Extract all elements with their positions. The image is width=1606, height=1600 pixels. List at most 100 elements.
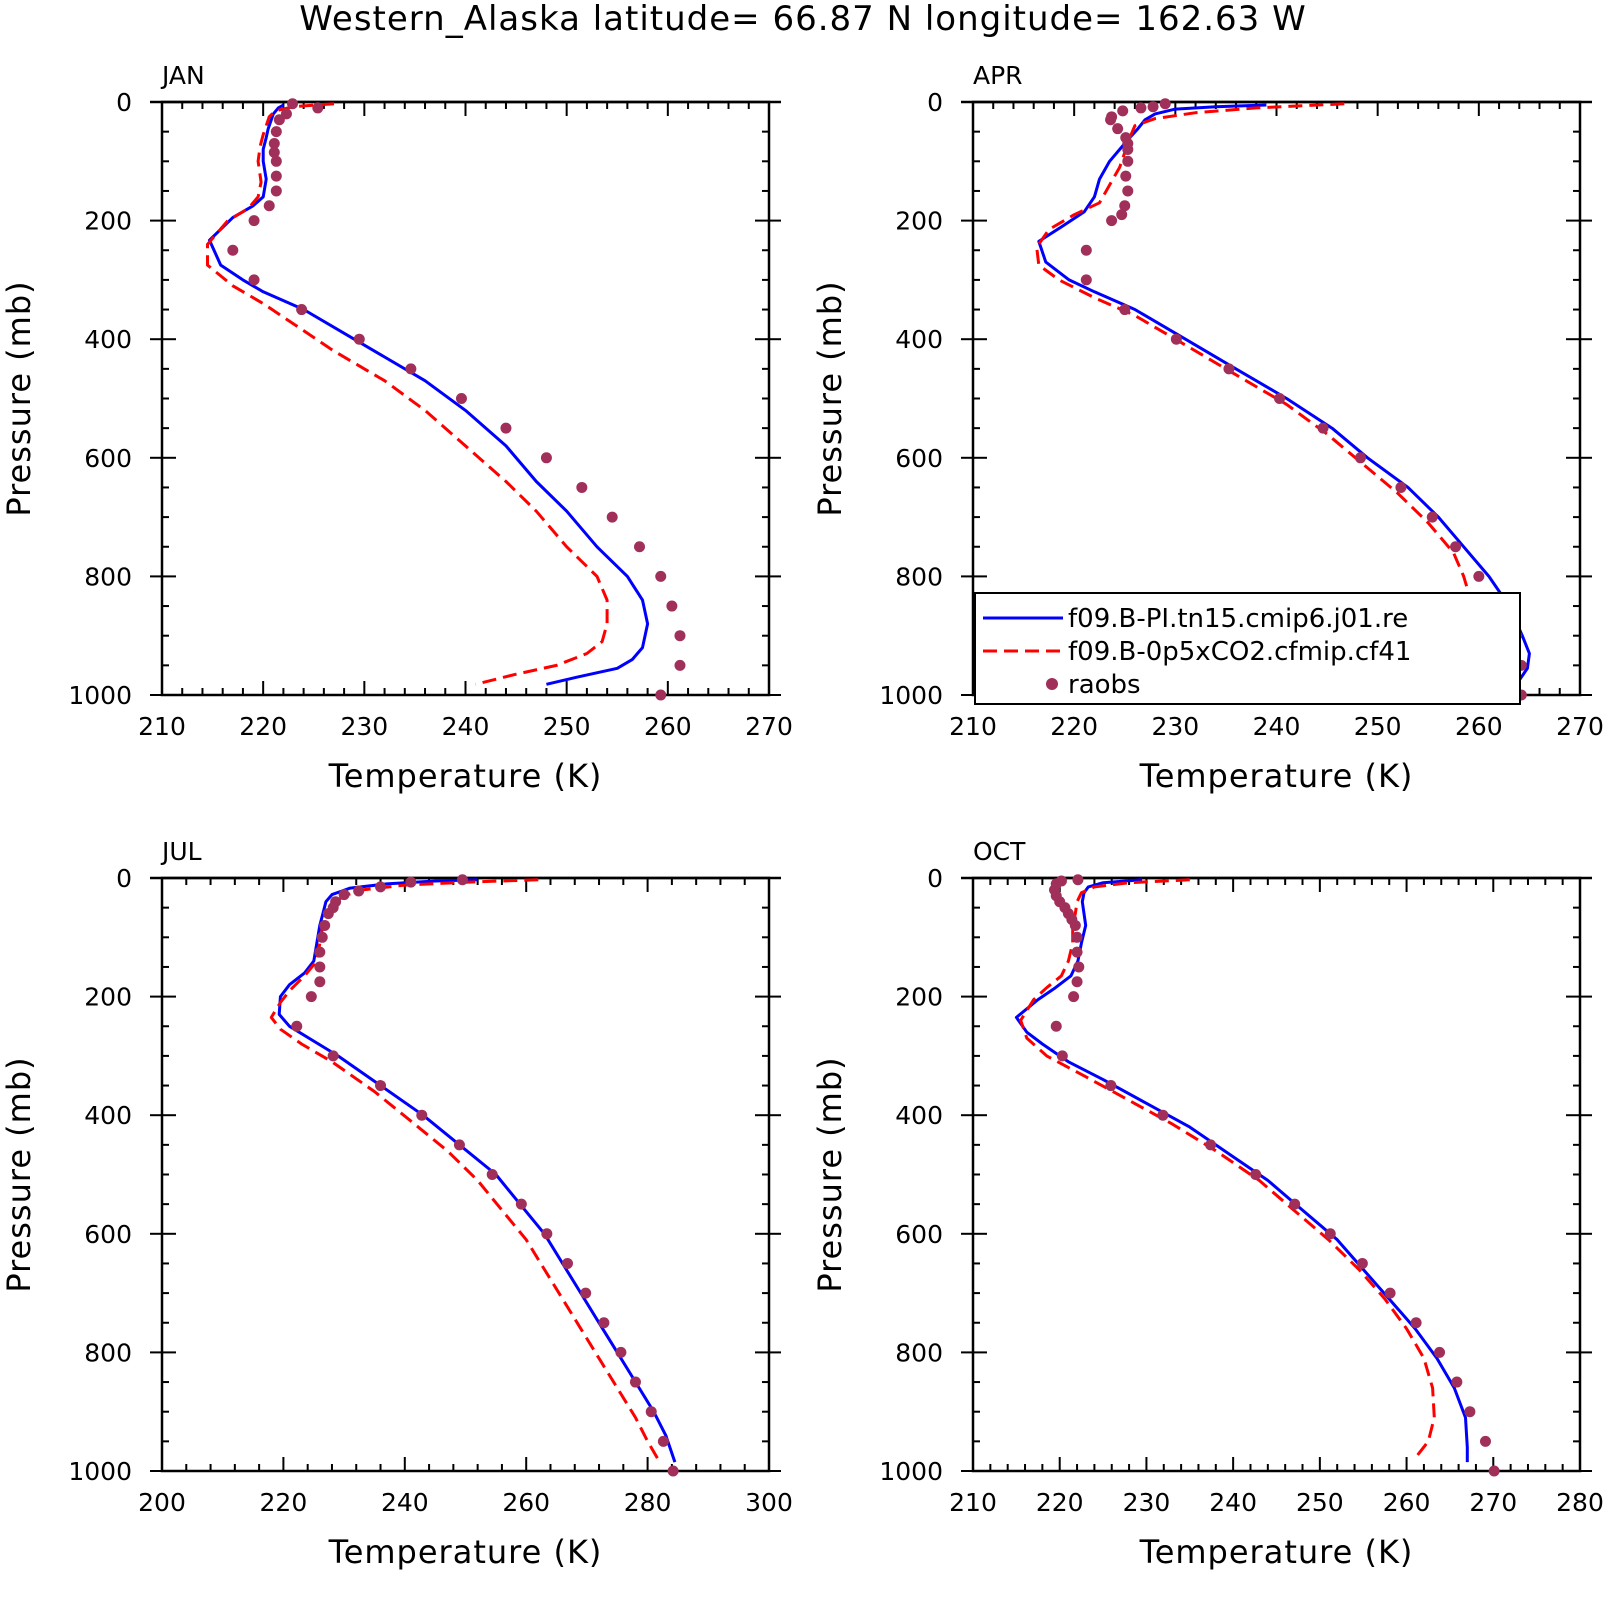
- raobs-point: [634, 541, 646, 553]
- raobs-point: [1071, 931, 1083, 943]
- x-tick-label: 270: [1556, 712, 1604, 741]
- raobs-point: [1157, 1109, 1169, 1121]
- raobs-point: [453, 1139, 465, 1151]
- raobs-point: [338, 889, 350, 901]
- raobs-point: [314, 946, 326, 958]
- raobs-point: [314, 961, 326, 973]
- panel-label: JUL: [160, 837, 202, 866]
- y-axis-label: Pressure (mb): [811, 280, 849, 516]
- y-axis-label: Pressure (mb): [0, 280, 38, 516]
- y-tick-label: 1000: [879, 681, 943, 710]
- x-tick-label: 260: [502, 1488, 550, 1517]
- raobs-point: [291, 1020, 303, 1032]
- y-tick-label: 1000: [68, 1457, 132, 1486]
- y-tick-label: 1000: [879, 1457, 943, 1486]
- y-axis-label: Pressure (mb): [0, 1056, 38, 1292]
- x-tick-label: 210: [949, 1488, 997, 1517]
- series-line-cfmip: [1019, 878, 1436, 1462]
- raobs-point: [1170, 333, 1182, 345]
- y-tick-label: 200: [895, 207, 943, 236]
- x-tick-label: 220: [1036, 1488, 1084, 1517]
- raobs-point: [666, 600, 678, 612]
- raobs-point: [655, 570, 667, 582]
- y-tick-label: 200: [84, 207, 132, 236]
- y-tick-label: 0: [116, 88, 132, 117]
- series-line-cmip6: [277, 878, 677, 1463]
- plot-frame: [160, 876, 771, 1473]
- y-tick-label: 800: [84, 562, 132, 591]
- x-axis-label: Temperature (K): [1139, 757, 1414, 795]
- y-axis-label: Pressure (mb): [811, 1056, 849, 1292]
- panel-label: JAN: [160, 61, 205, 90]
- x-tick-label: 220: [1050, 712, 1098, 741]
- raobs-point: [416, 1109, 428, 1121]
- raobs-point: [1122, 185, 1134, 197]
- panel-jan: 210 220 230 240 250 260 270 0 200 400 600 800 1000 JA…: [0, 61, 793, 795]
- raobs-point: [1205, 1139, 1217, 1151]
- raobs-point: [248, 215, 260, 227]
- raobs-point: [322, 908, 334, 920]
- x-tick-label: 200: [138, 1488, 186, 1517]
- x-tick-label: 270: [745, 712, 793, 741]
- raobs-point: [375, 881, 387, 893]
- x-tick-label: 210: [138, 712, 186, 741]
- raobs-point: [674, 630, 686, 642]
- series-line-cmip6: [1014, 878, 1469, 1463]
- raobs-point: [1069, 919, 1081, 931]
- y-tick-label: 400: [895, 1101, 943, 1130]
- raobs-point: [655, 689, 667, 701]
- raobs-point: [1119, 304, 1131, 316]
- raobs-point: [455, 393, 467, 404]
- panel-oct: 210 220 230 240 250 260 270 280 0 200 400 600 800 100…: [811, 837, 1604, 1571]
- raobs-point: [1289, 1198, 1301, 1210]
- raobs-point: [263, 200, 275, 212]
- y-tick-label: 800: [895, 562, 943, 591]
- raobs-point: [305, 991, 317, 1003]
- raobs-point: [1072, 874, 1084, 886]
- x-tick-label: 220: [239, 712, 287, 741]
- raobs-point: [1159, 98, 1171, 110]
- raobs-point: [405, 876, 417, 888]
- raobs-point: [353, 885, 365, 897]
- x-tick-label: 270: [1469, 1488, 1517, 1517]
- raobs-point: [287, 98, 299, 110]
- y-tick-label: 400: [84, 325, 132, 354]
- raobs-point: [1080, 244, 1092, 256]
- raobs-point: [1071, 946, 1083, 958]
- raobs-point: [1223, 363, 1235, 375]
- raobs-point: [1450, 541, 1462, 553]
- raobs-point: [1434, 1346, 1446, 1358]
- raobs-point: [1056, 1050, 1068, 1062]
- raobs-point: [375, 1080, 387, 1092]
- raobs-point: [1080, 274, 1092, 286]
- raobs-point: [316, 931, 328, 943]
- x-tick-label: 230: [1123, 1488, 1171, 1517]
- raobs-point: [1451, 1376, 1463, 1388]
- raobs-point: [576, 481, 588, 493]
- raobs-point: [1105, 114, 1117, 126]
- raobs-point: [314, 976, 326, 988]
- raobs-point: [1488, 1465, 1500, 1477]
- raobs-point: [561, 1257, 573, 1269]
- x-tick-label: 260: [644, 712, 692, 741]
- x-tick-label: 250: [1296, 1488, 1344, 1517]
- legend-label: f09.B-0p5xCO2.cfmip.cf41: [1068, 637, 1411, 667]
- x-tick-label: 230: [1151, 712, 1199, 741]
- plot-frame: [971, 876, 1582, 1473]
- raobs-point: [227, 244, 239, 256]
- raobs-point: [1117, 105, 1129, 117]
- x-axis-label: Temperature (K): [1139, 1533, 1414, 1571]
- raobs-point: [1354, 452, 1366, 464]
- raobs-point: [268, 146, 280, 158]
- raobs-point: [353, 333, 365, 345]
- raobs-point: [319, 919, 331, 931]
- raobs-point: [1426, 511, 1438, 523]
- figure-title: Western_Alaska latitude= 66.87 N longitu…: [299, 0, 1306, 39]
- y-tick-label: 800: [84, 1338, 132, 1367]
- raobs-point: [598, 1317, 610, 1329]
- x-tick-label: 240: [381, 1488, 429, 1517]
- x-tick-label: 240: [442, 712, 490, 741]
- y-tick-label: 200: [895, 983, 943, 1012]
- raobs-point: [1317, 422, 1329, 434]
